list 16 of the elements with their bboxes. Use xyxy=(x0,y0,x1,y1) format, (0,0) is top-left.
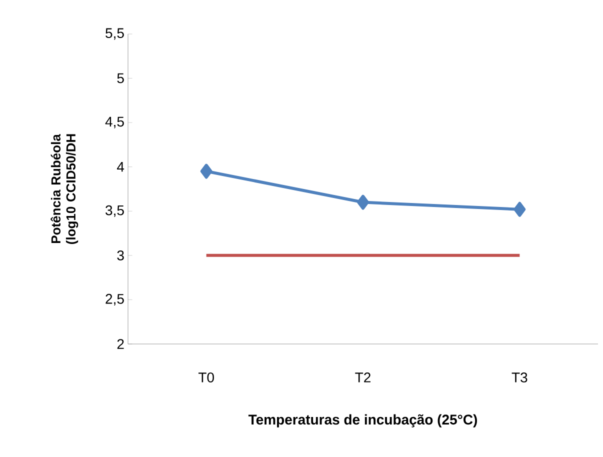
y-tick-label: 5,5 xyxy=(106,28,124,40)
x-tick-label: T2 xyxy=(355,372,370,382)
y-tick-label: 5 xyxy=(117,73,124,84)
x-tick-label: T3 xyxy=(512,372,528,382)
y-axis-title: Potência Rubéola (log10 CCID50/DH xyxy=(50,134,78,244)
y-tick-label: 2 xyxy=(117,339,124,349)
point xyxy=(357,194,369,210)
x-tick-label: T0 xyxy=(198,372,214,382)
y-tick-label: 3 xyxy=(117,250,124,260)
y-tick-label: 4,5 xyxy=(105,116,124,128)
y-tick-label: 3,5 xyxy=(106,205,124,217)
x-axis-title: Temperaturas de incubação (25°C) xyxy=(248,414,477,428)
y-tick-label: 2,5 xyxy=(106,294,124,306)
point xyxy=(200,164,212,179)
point xyxy=(514,202,526,217)
y-tick-label: 4 xyxy=(117,162,124,172)
